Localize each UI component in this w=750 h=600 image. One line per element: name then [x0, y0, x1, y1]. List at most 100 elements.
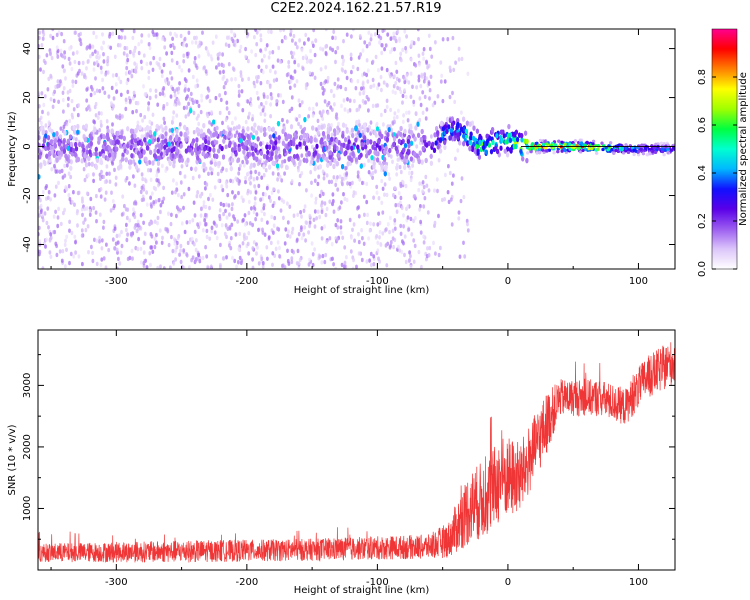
spectrogram-cell	[72, 254, 76, 259]
spectrogram-cell	[41, 36, 45, 41]
spectrogram-cell	[224, 117, 228, 123]
spectrogram-cell	[457, 46, 461, 51]
spectrogram-cell	[354, 126, 358, 132]
spectrogram-cell	[307, 230, 310, 235]
spectrogram-cell	[125, 149, 129, 155]
spectrogram-cell	[148, 159, 151, 165]
spectrogram-cell	[358, 122, 361, 128]
spectrogram-cell	[402, 213, 405, 218]
spectrogram-cell	[309, 135, 313, 141]
spectrogram-cell	[386, 32, 390, 37]
spectrogram-cell	[172, 159, 176, 165]
spectrogram-cell	[399, 51, 403, 56]
spectrogram-cell	[325, 206, 329, 212]
spectrogram-cell	[44, 60, 47, 65]
spectrogram-cell	[257, 171, 261, 176]
spectrogram-cell	[503, 148, 507, 154]
spectrogram-cell	[251, 222, 255, 228]
spectrogram-cell	[101, 153, 105, 159]
spectrogram-cell	[130, 74, 134, 79]
spectrogram-cell	[399, 181, 403, 187]
spectrogram-cell	[312, 43, 315, 48]
spectrogram-cell	[158, 228, 162, 233]
spectrogram-cell	[376, 248, 380, 253]
spectrogram-cell	[249, 170, 253, 175]
spectrogram-cell	[350, 69, 353, 75]
spectrogram-cell	[199, 194, 203, 199]
spectrogram-cell	[192, 200, 196, 205]
spectrogram-cell	[410, 39, 414, 45]
spectrogram-cell	[282, 29, 286, 32]
spectrogram-cell	[336, 77, 340, 82]
spectrogram-cell	[380, 43, 384, 48]
spectrogram-cell	[412, 218, 415, 224]
spectrogram-cell	[105, 242, 108, 247]
spectrogram-cell	[398, 164, 402, 170]
spectrogram-cell	[42, 32, 46, 37]
spectrogram-cell	[397, 78, 401, 83]
spectrogram-cell	[520, 137, 524, 143]
spectrogram-cell	[101, 86, 105, 91]
spectrogram-cell	[61, 53, 64, 59]
spectrogram-cell	[286, 258, 290, 264]
spectrogram-cell	[123, 45, 127, 51]
spectrogram-cell	[267, 29, 270, 34]
spectrogram-cell	[76, 190, 80, 196]
spectrogram-cell	[39, 67, 42, 72]
spectrogram-cell	[107, 94, 111, 99]
spectrogram-cell	[204, 166, 208, 171]
spectrogram-cell	[364, 100, 367, 105]
spectrogram-cell	[398, 36, 401, 41]
spectrogram-cell	[146, 132, 150, 138]
spectrogram-cell	[410, 140, 414, 146]
spectrogram-cell	[329, 160, 333, 166]
spectrogram-cell	[345, 165, 348, 171]
spectrogram-cell	[424, 116, 428, 121]
spectrogram-cell	[290, 259, 294, 265]
spectrogram-cell	[49, 97, 53, 102]
spectrogram-cell	[280, 39, 284, 44]
spectrogram-cell	[439, 60, 443, 65]
spectrogram-cell	[184, 136, 188, 142]
spectrogram-cell	[66, 90, 70, 95]
spectrogram-cell	[235, 130, 239, 135]
spectrogram-cell	[156, 215, 160, 221]
spectrogram-cell	[114, 182, 118, 187]
spectrogram-cell	[248, 141, 252, 147]
spectrogram-cell	[389, 240, 393, 245]
spectrogram-cell	[119, 79, 123, 85]
spectrogram-cell	[49, 232, 53, 237]
spectrogram-cell	[39, 198, 42, 203]
spectrogram-cell	[169, 265, 172, 269]
spectrogram-cell	[457, 210, 461, 215]
spectrogram-cell	[419, 204, 422, 209]
spectrogram-cell	[234, 232, 238, 237]
spectrogram-cell	[343, 245, 347, 250]
spectrogram-cell	[71, 51, 75, 56]
spectrogram-cell	[83, 217, 87, 222]
spectrogram-cell	[435, 177, 439, 182]
spectrogram-cell	[352, 193, 355, 198]
spectrogram-cell	[64, 264, 67, 269]
spectrogram-cell	[154, 128, 158, 133]
spectrogram-cell	[267, 80, 270, 85]
spectrogram-cell	[84, 162, 89, 168]
spectrogram-cell	[290, 179, 294, 184]
spectrogram-cell	[246, 241, 250, 247]
spectrogram-cell	[469, 131, 473, 137]
spectrogram-cell	[380, 50, 384, 56]
spectrogram-cell	[210, 57, 214, 62]
spectrogram-cell	[73, 202, 76, 207]
spectrogram-cell	[260, 175, 264, 180]
spectrogram-cell	[59, 79, 62, 84]
spectrogram-cell	[158, 56, 162, 62]
spectrogram-cell	[325, 156, 329, 162]
spectrogram-cell	[417, 37, 420, 42]
spectrogram-cell	[270, 95, 274, 101]
spectrogram-cell	[268, 164, 272, 170]
spectrogram-cell	[133, 133, 137, 139]
spectrogram-cell	[40, 91, 44, 96]
spectrogram-cell	[197, 252, 201, 258]
spectrogram-cell	[403, 88, 406, 93]
spectrogram-cell	[402, 113, 405, 118]
